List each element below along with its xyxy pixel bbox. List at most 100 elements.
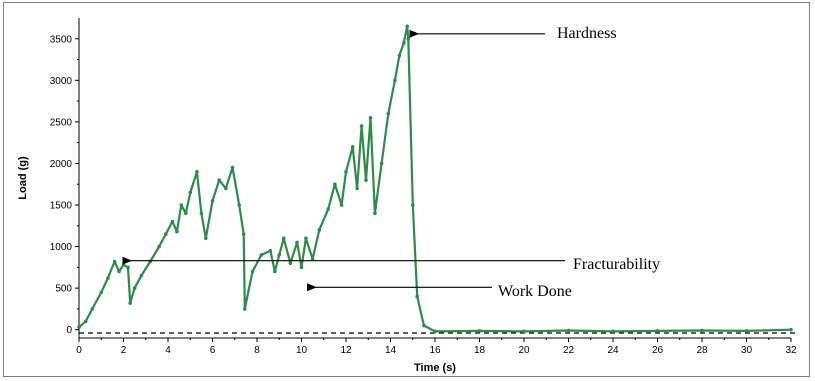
y-tick-label: 1500	[50, 201, 73, 212]
data-point	[237, 203, 241, 207]
y-tick-label: 0	[66, 325, 72, 336]
x-tick-label: 12	[340, 345, 352, 356]
data-point	[179, 203, 184, 207]
data-point	[364, 178, 368, 182]
series-layer	[77, 24, 793, 334]
data-point	[397, 53, 402, 58]
series-line	[78, 25, 792, 333]
data-point	[170, 219, 175, 224]
chart-frame	[3, 2, 810, 377]
x-tick-label: 10	[296, 345, 308, 356]
data-point	[700, 328, 704, 333]
annotation-label: Work Done	[498, 283, 572, 300]
data-point	[157, 244, 161, 249]
data-point	[402, 41, 406, 45]
data-point	[405, 24, 409, 29]
data-point	[106, 276, 110, 280]
data-point	[268, 248, 273, 253]
data-point	[433, 329, 437, 334]
y-tick-label: 2000	[50, 159, 73, 170]
data-point	[379, 161, 384, 166]
data-point	[90, 307, 95, 311]
data-point	[195, 169, 199, 174]
data-point	[224, 186, 228, 191]
data-point	[410, 203, 415, 207]
data-point	[259, 253, 264, 257]
data-point	[655, 329, 660, 333]
data-point	[373, 211, 377, 216]
data-point	[355, 186, 359, 191]
data-point	[522, 329, 526, 334]
x-tick-label: 32	[785, 345, 797, 356]
data-point	[132, 286, 137, 290]
x-axis-title: Time (s)	[414, 362, 456, 374]
data-point	[163, 232, 168, 236]
data-point	[204, 236, 208, 241]
x-tick-label: 6	[210, 345, 216, 356]
x-tick-label: 26	[652, 345, 664, 356]
x-tick-label: 28	[696, 345, 708, 356]
data-point	[184, 211, 188, 216]
x-tick-label: 4	[165, 345, 171, 356]
data-point	[393, 78, 397, 83]
data-point	[368, 115, 373, 120]
data-point	[99, 290, 104, 295]
x-tick-label: 16	[429, 345, 441, 356]
data-point	[477, 329, 482, 333]
data-point	[422, 323, 426, 328]
y-axis-title: Load (g)	[17, 156, 29, 200]
data-point	[350, 145, 355, 149]
y-tick-label: 3000	[50, 76, 73, 87]
data-point	[277, 253, 282, 257]
data-point	[175, 229, 179, 234]
data-point	[299, 265, 304, 270]
data-point	[406, 36, 411, 41]
data-point	[242, 307, 247, 311]
data-point	[210, 199, 215, 203]
data-point	[77, 325, 81, 329]
data-point	[126, 265, 130, 270]
data-point	[339, 203, 344, 207]
data-point	[310, 257, 315, 261]
data-point	[611, 329, 615, 334]
data-point	[288, 261, 293, 265]
axes: 0 2 4 6 8 10 12 14 16 18 20 22 24 26 28 30 3205001000150…	[50, 18, 799, 356]
x-tick-label: 20	[518, 345, 530, 356]
data-point	[188, 190, 193, 195]
x-tick-label: 24	[607, 345, 619, 356]
data-point	[295, 240, 299, 245]
data-point	[789, 327, 793, 332]
y-tick-label: 500	[55, 284, 72, 295]
x-tick-label: 2	[121, 345, 127, 356]
data-point	[117, 269, 121, 274]
annotation-label: Hardness	[557, 25, 617, 42]
data-point	[139, 273, 144, 278]
x-tick-label: 8	[254, 345, 260, 356]
data-point	[121, 263, 126, 267]
data-point	[281, 236, 286, 241]
data-point	[273, 269, 277, 274]
data-point	[199, 211, 204, 216]
data-point	[566, 328, 571, 333]
data-point	[128, 301, 132, 305]
data-point	[112, 259, 117, 264]
data-point	[326, 207, 331, 211]
x-tick-label: 0	[76, 345, 82, 356]
x-tick-label: 18	[474, 345, 486, 356]
data-point	[317, 228, 322, 232]
x-tick-label: 14	[385, 345, 397, 356]
data-point	[230, 165, 235, 170]
annotation-label: Fracturability	[573, 256, 660, 273]
data-point	[217, 178, 221, 182]
data-point	[344, 169, 348, 174]
x-tick-label: 22	[563, 345, 575, 356]
y-tick-label: 2500	[50, 117, 73, 128]
data-point	[359, 124, 364, 128]
data-point	[744, 329, 749, 333]
data-point	[386, 111, 391, 116]
y-tick-label: 3500	[50, 34, 73, 45]
data-point	[415, 294, 420, 299]
data-point	[83, 319, 88, 324]
